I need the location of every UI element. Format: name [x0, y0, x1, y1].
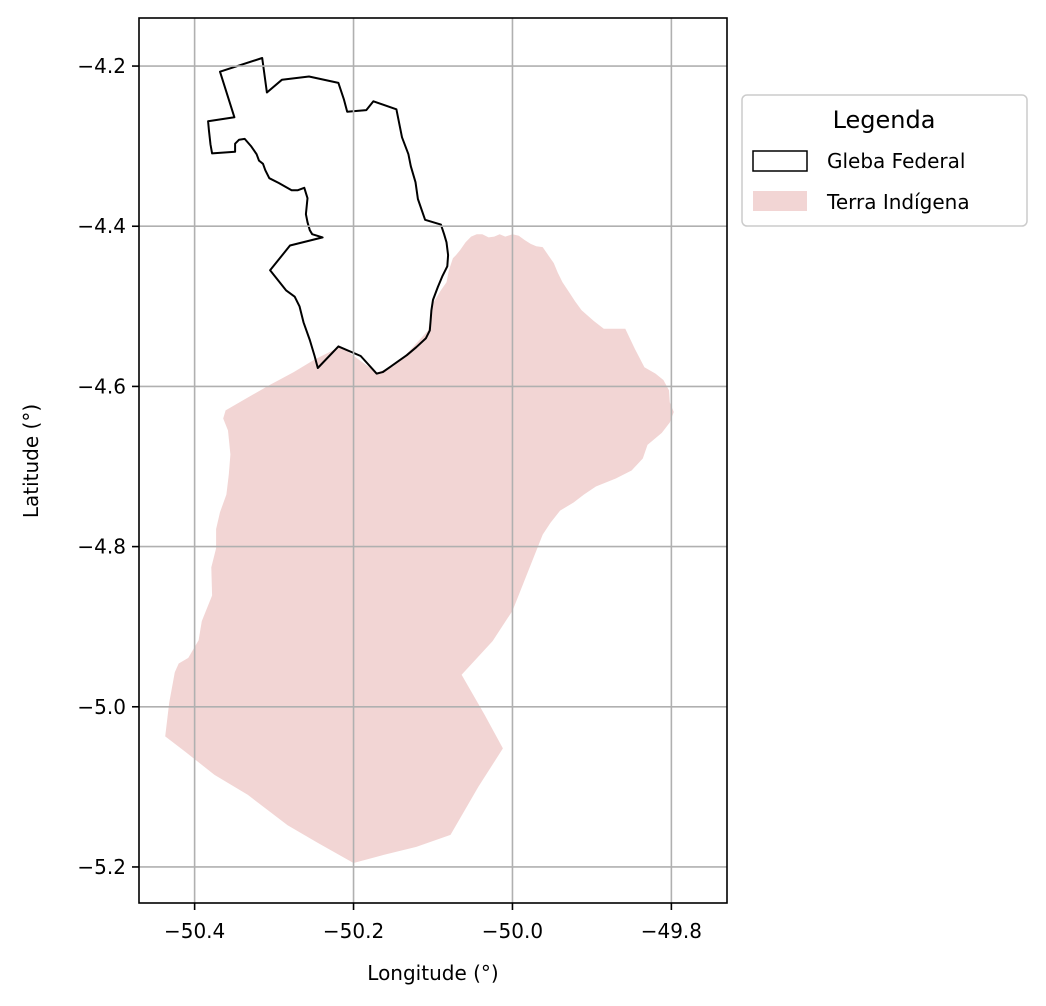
legend: Legenda Gleba Federal Terra Indígena	[741, 94, 1028, 227]
map-layers	[165, 57, 674, 863]
x-tick-label: −49.8	[641, 919, 702, 943]
legend-title: Legenda	[833, 106, 936, 134]
axes-frame	[138, 17, 728, 904]
y-axis-ticks: −4.2 −4.4 −4.6 −4.8 −5.0 −5.2	[77, 54, 139, 879]
x-tick-label: −50.0	[482, 919, 543, 943]
x-tick-label: −50.2	[323, 919, 384, 943]
legend-label-terra-indigena: Terra Indígena	[826, 190, 970, 214]
x-tick-label: −50.4	[164, 919, 225, 943]
legend-box	[741, 94, 1028, 227]
y-tick-label: −5.2	[77, 855, 126, 879]
plot-area	[138, 17, 728, 904]
y-tick-label: −4.2	[77, 54, 126, 78]
legend-swatch-gleba-federal	[752, 150, 808, 172]
grid-lines	[139, 18, 727, 903]
legend-swatch-terra-indigena	[753, 191, 807, 211]
y-axis-label: Latitude (°)	[19, 404, 43, 518]
y-tick-label: −4.6	[77, 374, 126, 398]
layer-terra-indigena	[165, 234, 674, 863]
legend-label-gleba-federal: Gleba Federal	[827, 149, 965, 173]
y-tick-label: −4.4	[77, 214, 126, 238]
x-axis-label: Longitude (°)	[367, 961, 498, 985]
layer-gleba-federal	[207, 57, 450, 375]
x-axis-ticks: −50.4 −50.2 −50.0 −49.8	[164, 903, 702, 943]
y-tick-label: −5.0	[77, 695, 126, 719]
y-tick-label: −4.8	[77, 535, 126, 559]
